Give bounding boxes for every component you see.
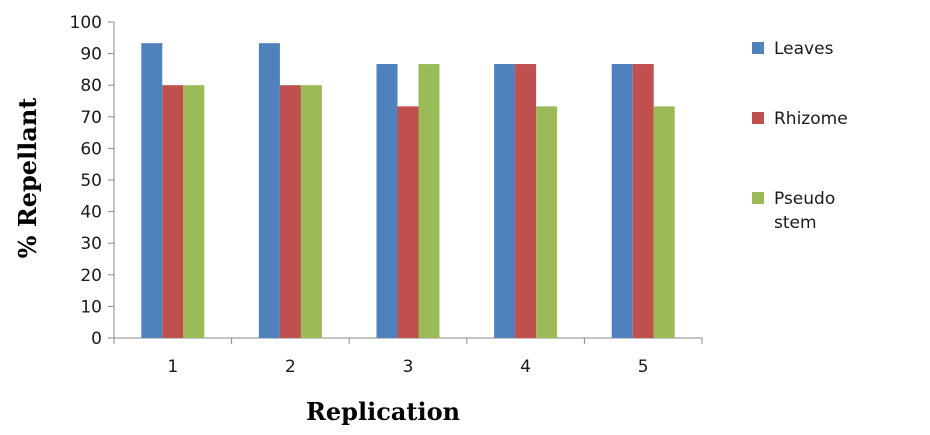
- y-tick-label: 70: [80, 108, 102, 128]
- y-tick-label: 30: [80, 234, 102, 254]
- x-tick-label: 1: [167, 357, 178, 377]
- bar-pseudo-stem-3: [418, 64, 440, 338]
- legend: Leaves Rhizome Pseudo stem: [752, 39, 848, 233]
- y-tick-label: 20: [80, 266, 102, 286]
- bar-leaves-4: [494, 64, 516, 338]
- bar-pseudo-stem-4: [536, 106, 558, 338]
- y-tick-label: 90: [80, 45, 102, 65]
- y-tick-label: 50: [80, 171, 102, 191]
- bar-rhizome-5: [632, 64, 654, 338]
- y-tick-label: 10: [80, 297, 102, 317]
- x-tick-label: 5: [638, 357, 649, 377]
- y-tick-label: 100: [70, 13, 102, 33]
- legend-label-pseudo-stem: Pseudo stem: [774, 189, 835, 233]
- legend-label-leaves: Leaves: [774, 39, 834, 59]
- bar-pseudo-stem-2: [300, 85, 322, 338]
- legend-label-rhizome: Rhizome: [774, 109, 848, 129]
- legend-swatch-pseudo-stem: [752, 192, 764, 204]
- bar-pseudo-stem-1: [183, 85, 205, 338]
- plot-area: 0 10 20 30 40 50 60 70 80 90 100 1 2 3 4 5: [70, 13, 703, 377]
- x-tick-label: 3: [403, 357, 414, 377]
- y-axis-title: % Repellant: [13, 98, 42, 259]
- bar-rhizome-2: [279, 85, 301, 338]
- bar-rhizome-1: [162, 85, 184, 338]
- bar-leaves-1: [141, 43, 163, 339]
- x-axis-title: Replication: [306, 397, 460, 426]
- x-tick-label: 4: [520, 357, 531, 377]
- x-tick-label: 2: [285, 357, 296, 377]
- bar-rhizome-3: [397, 106, 419, 338]
- bar-pseudo-stem-5: [653, 106, 675, 338]
- y-tick-label: 0: [91, 329, 102, 349]
- bar-leaves-3: [376, 64, 398, 338]
- y-tick-label: 60: [80, 139, 102, 159]
- y-tick-label: 80: [80, 76, 102, 96]
- legend-swatch-rhizome: [752, 112, 764, 124]
- legend-swatch-leaves: [752, 42, 764, 54]
- bar-leaves-5: [611, 64, 633, 338]
- bar-leaves-2: [258, 43, 280, 339]
- y-tick-label: 40: [80, 203, 102, 223]
- bar-rhizome-4: [515, 64, 537, 338]
